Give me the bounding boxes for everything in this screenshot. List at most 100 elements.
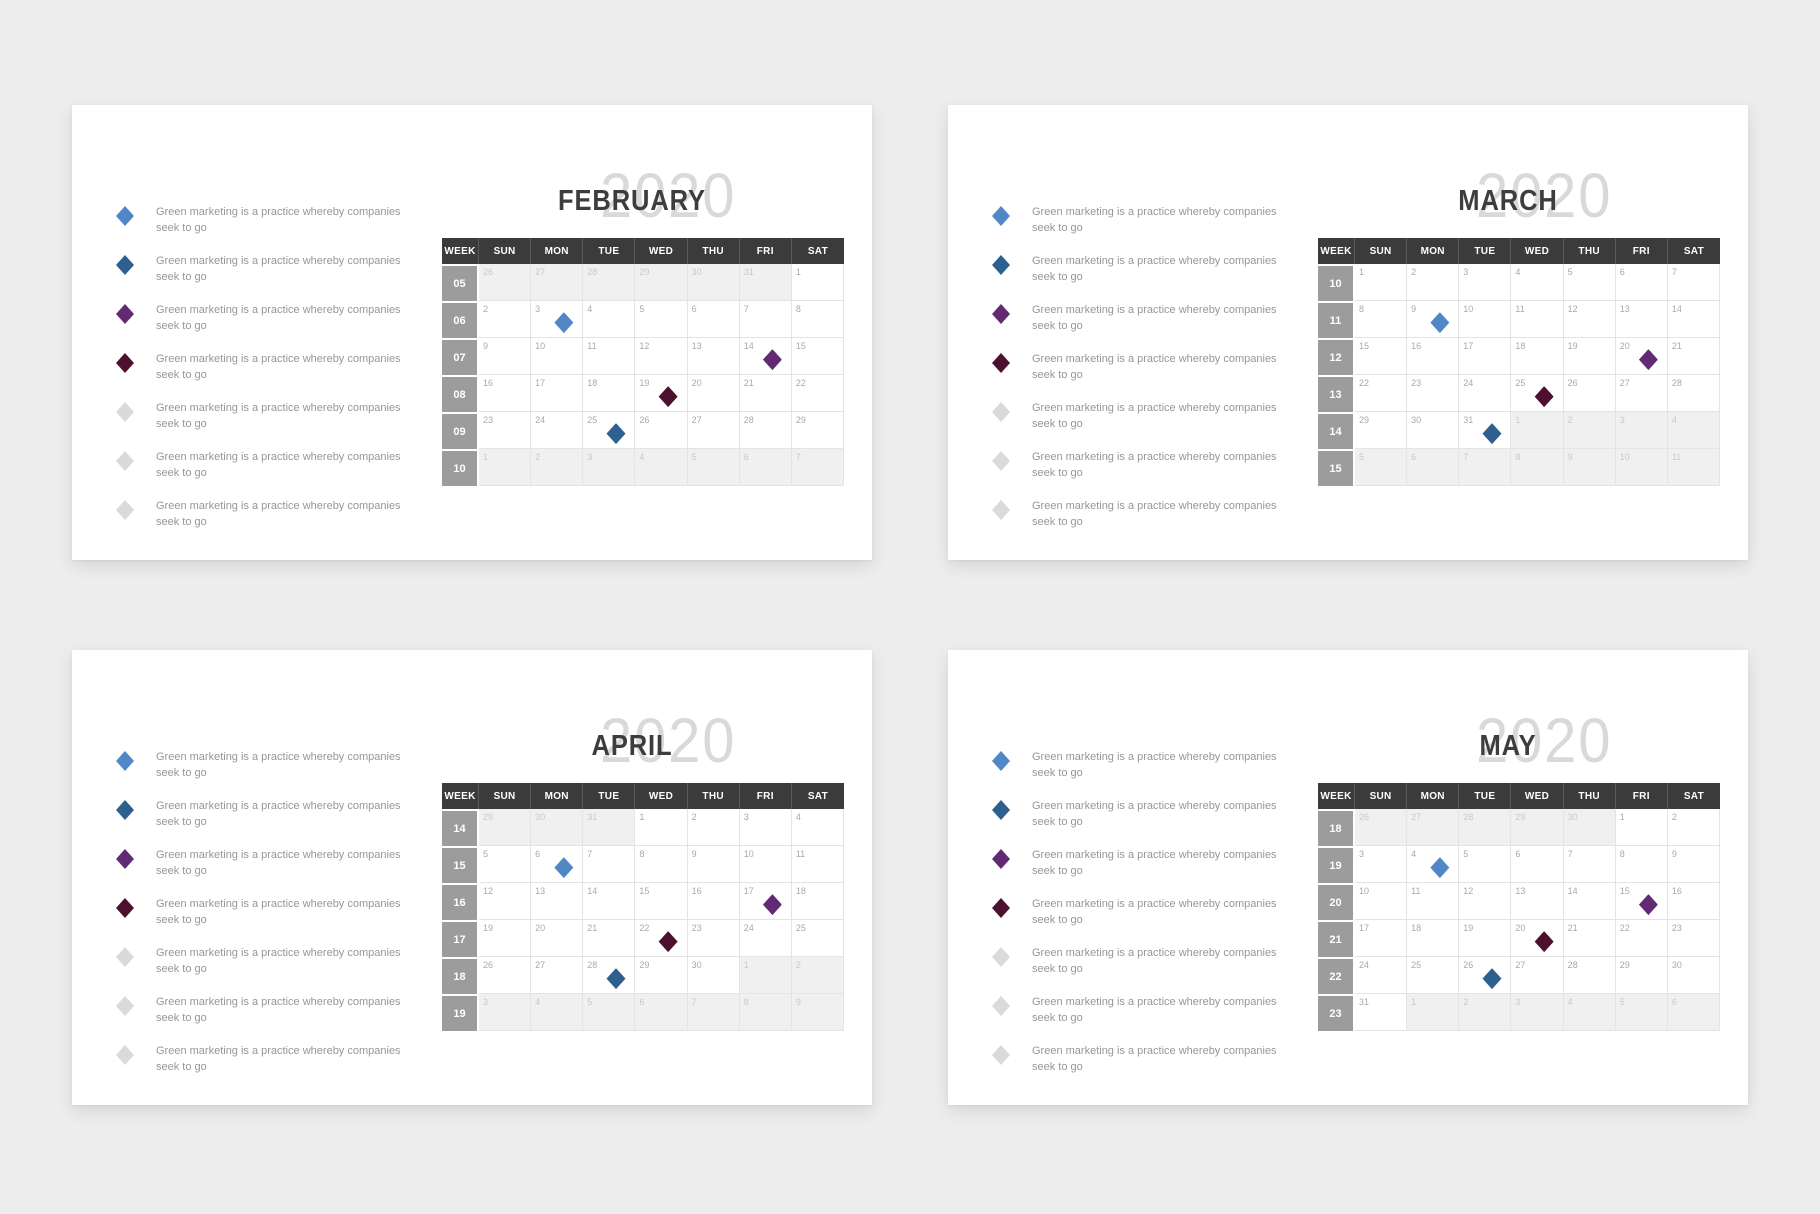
week-number: 21: [1318, 920, 1355, 957]
day-number: 5: [483, 849, 489, 859]
day-header-tue: TUE: [1459, 783, 1512, 809]
day-number: 26: [639, 415, 650, 425]
event-diamond-icon: [554, 857, 574, 879]
day-header-wed: WED: [1511, 783, 1564, 809]
day-cell: 1: [1407, 994, 1460, 1031]
diamond-bullet-icon: [116, 402, 134, 422]
legend-text: Green marketing is a practice whereby co…: [156, 1045, 401, 1073]
day-cell: 6: [531, 846, 584, 883]
legend-text: Green marketing is a practice whereby co…: [1032, 451, 1277, 479]
day-number: 17: [1359, 923, 1370, 933]
day-number: 23: [483, 415, 494, 425]
day-cell: 4: [1563, 994, 1616, 1031]
day-header-fri: FRI: [740, 238, 792, 264]
week-row: 14 29 30 31 1 2 3 4: [1318, 412, 1720, 449]
day-number: 24: [743, 923, 754, 933]
day-number: 5: [1619, 997, 1625, 1007]
day-number: 29: [1359, 415, 1370, 425]
day-cell: 3: [1355, 846, 1408, 883]
legend-item: Green marketing is a practice whereby co…: [116, 499, 408, 530]
event-diamond-icon: [606, 423, 626, 445]
day-number: 9: [483, 341, 489, 351]
day-number: 6: [743, 452, 749, 462]
day-cell: 24: [1355, 957, 1408, 994]
week-row: 16 12 13 14 15 16 17 18: [442, 883, 844, 920]
day-cell: 20: [687, 375, 740, 412]
day-cell: 30: [687, 264, 740, 301]
month-title: MARCH: [1458, 185, 1558, 217]
day-cell: 1: [1615, 809, 1668, 846]
day-number: 15: [639, 886, 650, 896]
day-header-sun: SUN: [479, 783, 532, 809]
day-cell: 5: [583, 994, 636, 1031]
event-diamond-icon: [1482, 423, 1502, 445]
day-cell: 16: [1407, 338, 1460, 375]
diamond-bullet-icon: [116, 800, 134, 820]
week-number: 22: [1318, 957, 1355, 994]
day-cell: 24: [739, 920, 792, 957]
legend-item: Green marketing is a practice whereby co…: [116, 1044, 408, 1075]
month-title: FEBRUARY: [558, 185, 706, 217]
day-number: 26: [483, 960, 494, 970]
week-row: 15 5 6 7 8 9 10 11: [442, 846, 844, 883]
day-number: 28: [1567, 960, 1578, 970]
day-number: 18: [1515, 341, 1526, 351]
day-cell: 4: [531, 994, 584, 1031]
day-cell: 12: [635, 338, 688, 375]
day-number: 13: [1515, 886, 1526, 896]
day-number: 16: [1671, 886, 1682, 896]
day-number: 12: [1463, 886, 1474, 896]
day-number: 14: [1671, 304, 1682, 314]
legend-text: Green marketing is a practice whereby co…: [1032, 304, 1277, 332]
day-number: 25: [1515, 378, 1526, 388]
day-number: 22: [1619, 923, 1630, 933]
slide-title: 2020 APRIL: [472, 710, 842, 794]
week-row: 05 26 27 28 29 30 31 1: [442, 264, 844, 301]
day-cell: 1: [1511, 412, 1564, 449]
week-number: 23: [1318, 994, 1355, 1031]
day-number: 2: [535, 452, 541, 462]
day-number: 23: [1411, 378, 1422, 388]
day-number: 27: [535, 960, 546, 970]
calendar-header-row: WEEK SUN MON TUE WED THU FRI SAT: [442, 238, 844, 264]
day-cell: 3: [531, 301, 584, 338]
day-cell: 13: [687, 338, 740, 375]
day-header-week: WEEK: [442, 783, 479, 809]
day-number: 31: [743, 267, 754, 277]
day-number: 26: [483, 267, 494, 277]
week-number: 16: [442, 883, 479, 920]
day-cell: 19: [1459, 920, 1512, 957]
week-row: 17 19 20 21 22 23 24 25: [442, 920, 844, 957]
day-number: 10: [1463, 304, 1474, 314]
day-header-fri: FRI: [1616, 238, 1668, 264]
day-header-sat: SAT: [807, 245, 828, 257]
day-number: 17: [1463, 341, 1474, 351]
diamond-bullet-icon: [116, 500, 134, 520]
day-cell: 9: [1407, 301, 1460, 338]
day-header-sat: SAT: [807, 790, 828, 802]
day-number: 1: [483, 452, 489, 462]
legend-item: Green marketing is a practice whereby co…: [116, 799, 408, 830]
day-number: 14: [1567, 886, 1578, 896]
day-cell: 16: [479, 375, 532, 412]
day-number: 9: [691, 849, 697, 859]
day-cell: 24: [531, 412, 584, 449]
day-cell: 25: [1407, 957, 1460, 994]
day-cell: 15: [791, 338, 844, 375]
day-cell: 28: [583, 264, 636, 301]
day-cell: 18: [1407, 920, 1460, 957]
event-diamond-icon: [658, 931, 678, 953]
calendar-table: WEEK SUN MON TUE WED THU FRI SAT 18 26 27 28 29 30 1 2…: [1318, 783, 1720, 1031]
day-number: 20: [535, 923, 546, 933]
diamond-bullet-icon: [116, 1045, 134, 1065]
legend-item: Green marketing is a practice whereby co…: [116, 750, 408, 781]
day-cell: 8: [1355, 301, 1408, 338]
legend-text: Green marketing is a practice whereby co…: [1032, 898, 1277, 926]
day-cell: 8: [635, 846, 688, 883]
day-cell: 6: [635, 994, 688, 1031]
day-number: 18: [587, 378, 598, 388]
diamond-bullet-icon: [992, 1045, 1010, 1065]
calendar-header-row: WEEK SUN MON TUE WED THU FRI SAT: [1318, 783, 1720, 809]
day-number: 18: [1411, 923, 1422, 933]
day-header-tue: TUE: [1459, 238, 1512, 264]
